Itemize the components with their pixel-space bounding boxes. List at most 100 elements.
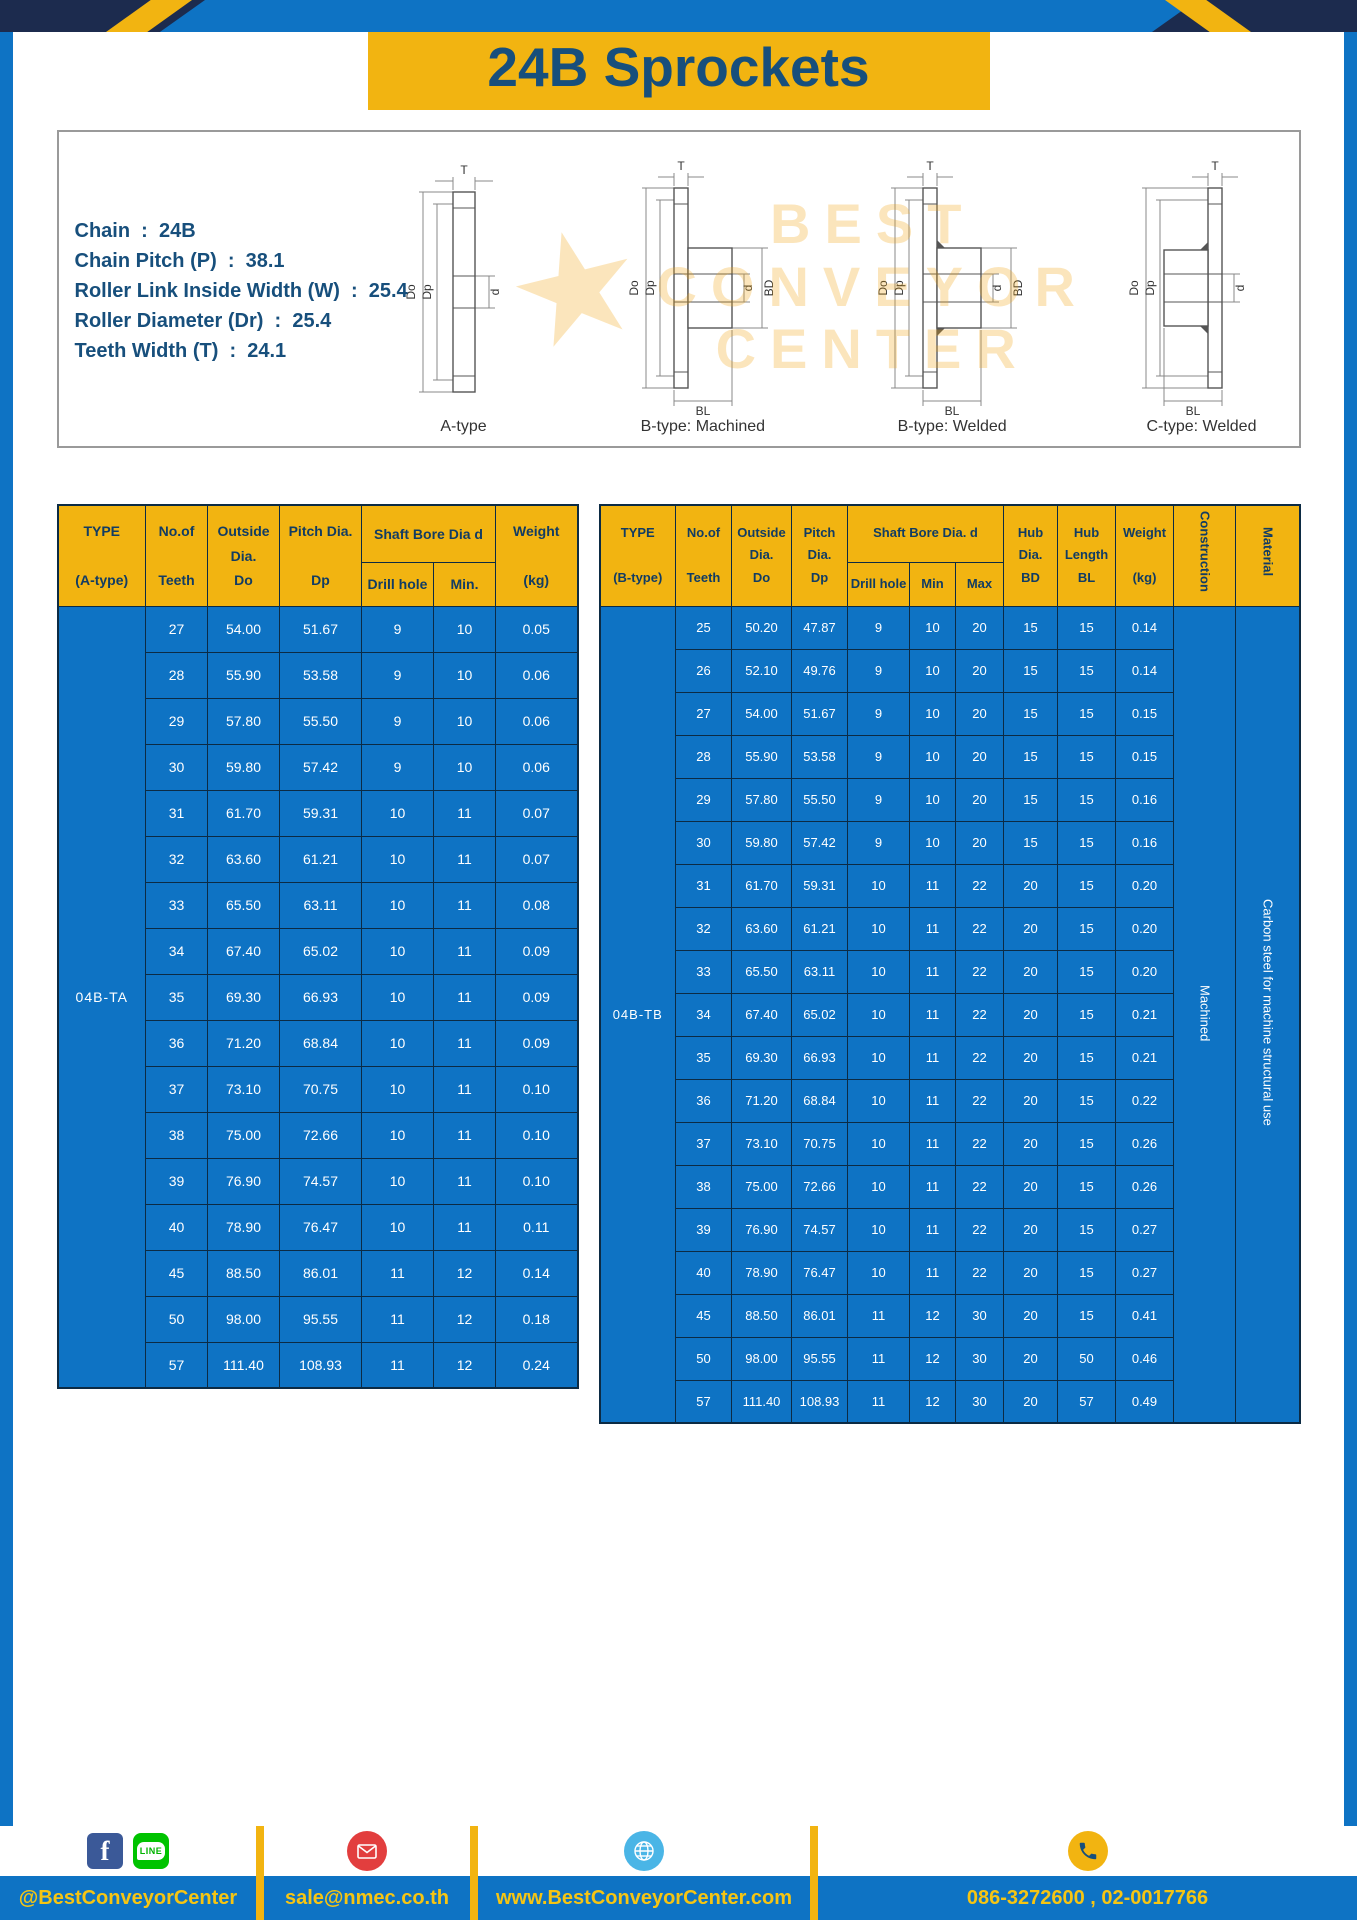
data-cell: 59.80 — [731, 820, 792, 865]
data-cell: 32 — [675, 906, 732, 951]
data-cell: 71.20 — [731, 1078, 792, 1123]
data-cell: 9 — [361, 743, 434, 791]
data-cell: 15 — [1057, 1293, 1116, 1338]
data-cell: 29 — [145, 697, 208, 745]
data-cell: 76.90 — [207, 1157, 280, 1205]
data-cell: 108.93 — [279, 1341, 362, 1389]
data-cell: 9 — [847, 648, 910, 693]
data-cell: 63.60 — [207, 835, 280, 883]
spec-roller-width: Roller Link Inside Width (W) : 25.4 — [74, 280, 408, 302]
data-cell: 67.40 — [207, 927, 280, 975]
footer-website-text: www.BestConveyorCenter.com — [495, 1886, 792, 1909]
data-cell: 78.90 — [207, 1203, 280, 1251]
dim-t-label: T — [926, 160, 934, 173]
data-cell: 54.00 — [207, 605, 280, 653]
data-cell: 0.09 — [495, 1019, 578, 1067]
table-row: 29 57.80 55.50 9 10 20 15 15 0.16 — [600, 777, 1300, 822]
data-cell: 0.22 — [1115, 1078, 1174, 1123]
table-row: 40 78.90 76.47 10 11 22 20 15 0.27 — [600, 1250, 1300, 1295]
data-cell: 0.49 — [1115, 1379, 1174, 1424]
data-cell: 66.93 — [279, 973, 362, 1021]
chain-specs: Chain : 24B Chain Pitch (P) : 38.1 Rolle… — [75, 220, 408, 370]
data-cell: 0.41 — [1115, 1293, 1174, 1338]
data-cell: 10 — [433, 651, 496, 699]
data-cell: 61.21 — [791, 906, 848, 951]
data-cell: 38 — [145, 1111, 208, 1159]
data-cell: 55.90 — [207, 651, 280, 699]
data-cell: 63.11 — [791, 949, 848, 994]
col-header-min: Min — [909, 561, 956, 607]
data-cell: 15 — [1057, 1164, 1116, 1209]
data-cell: 0.11 — [495, 1203, 578, 1251]
table-row: 26 52.10 49.76 9 10 20 15 15 0.14 — [600, 648, 1300, 693]
data-cell: 57 — [1057, 1379, 1116, 1424]
data-cell: 10 — [909, 777, 956, 822]
data-cell: 20 — [1003, 1078, 1058, 1123]
data-cell: 30 — [145, 743, 208, 791]
page-title: 24B Sprockets — [367, 24, 990, 110]
data-cell: 0.21 — [1115, 992, 1174, 1037]
col-header-construction: Construction — [1173, 504, 1236, 607]
data-cell: 11 — [433, 1065, 496, 1113]
data-cell: 37 — [145, 1065, 208, 1113]
data-cell: 10 — [847, 992, 910, 1037]
table-row: 27 54.00 51.67 9 10 20 15 15 0.15 — [600, 691, 1300, 736]
data-cell: 9 — [847, 777, 910, 822]
data-cell: 65.02 — [279, 927, 362, 975]
data-cell: 20 — [955, 777, 1004, 822]
data-cell: 57.42 — [791, 820, 848, 865]
data-cell: 0.10 — [495, 1157, 578, 1205]
data-cell: 0.10 — [495, 1065, 578, 1113]
data-cell: 11 — [433, 927, 496, 975]
data-cell: 65.02 — [791, 992, 848, 1037]
data-cell: 20 — [1003, 1035, 1058, 1080]
table-row: 37 73.10 70.75 10 11 0.10 — [58, 1065, 578, 1113]
caption-b-type-welded: B-type: Welded — [897, 418, 1007, 435]
data-cell: 68.84 — [279, 1019, 362, 1067]
figure-c-type-welded: T Do Dp d BL C-type: Welded — [1116, 144, 1286, 436]
data-cell: 20 — [955, 734, 1004, 779]
data-cell: 15 — [1003, 734, 1058, 779]
data-cell: 15 — [1057, 992, 1116, 1037]
data-cell: 20 — [1003, 949, 1058, 994]
table-row: 36 71.20 68.84 10 11 0.09 — [58, 1019, 578, 1067]
data-cell: 35 — [675, 1035, 732, 1080]
data-cell: 11 — [909, 1164, 956, 1209]
data-cell: 22 — [955, 1250, 1004, 1295]
data-cell: 20 — [1003, 863, 1058, 908]
dim-d-label: d — [990, 285, 1004, 292]
data-cell: 10 — [909, 691, 956, 736]
data-cell: 15 — [1003, 691, 1058, 736]
table-row: 38 75.00 72.66 10 11 0.10 — [58, 1111, 578, 1159]
c-type-welded-drawing-icon: T Do Dp d BL — [1127, 160, 1247, 416]
table-row: 33 65.50 63.11 10 11 0.08 — [58, 881, 578, 929]
dim-dp-label: Dp — [892, 280, 906, 296]
data-cell: 11 — [909, 1250, 956, 1295]
data-cell: 9 — [847, 734, 910, 779]
data-cell: 30 — [955, 1336, 1004, 1381]
side-border-right — [1344, 32, 1357, 1826]
data-cell: 36 — [145, 1019, 208, 1067]
data-cell: 31 — [675, 863, 732, 908]
data-cell: 22 — [955, 1121, 1004, 1166]
data-cell: 10 — [909, 734, 956, 779]
data-cell: 28 — [145, 651, 208, 699]
data-cell: 11 — [433, 835, 496, 883]
dim-dp-label: Dp — [420, 284, 434, 300]
data-cell: 72.66 — [791, 1164, 848, 1209]
data-cell: 9 — [847, 820, 910, 865]
data-cell: 11 — [433, 1111, 496, 1159]
data-cell: 11 — [433, 881, 496, 929]
data-cell: 15 — [1003, 605, 1058, 650]
data-cell: 53.58 — [791, 734, 848, 779]
data-cell: 25 — [675, 605, 732, 650]
data-cell: 0.24 — [495, 1341, 578, 1389]
data-cell: 71.20 — [207, 1019, 280, 1067]
dim-do-label: Do — [627, 280, 641, 296]
data-cell: 0.26 — [1115, 1164, 1174, 1209]
data-cell: 0.20 — [1115, 906, 1174, 951]
data-cell: 22 — [955, 863, 1004, 908]
data-cell: 68.84 — [791, 1078, 848, 1123]
b-type-table: TYPE (B-type) No.of Teeth Outside Dia. D… — [598, 504, 1301, 1424]
spec-box: Chain : 24B Chain Pitch (P) : 38.1 Rolle… — [56, 130, 1301, 448]
